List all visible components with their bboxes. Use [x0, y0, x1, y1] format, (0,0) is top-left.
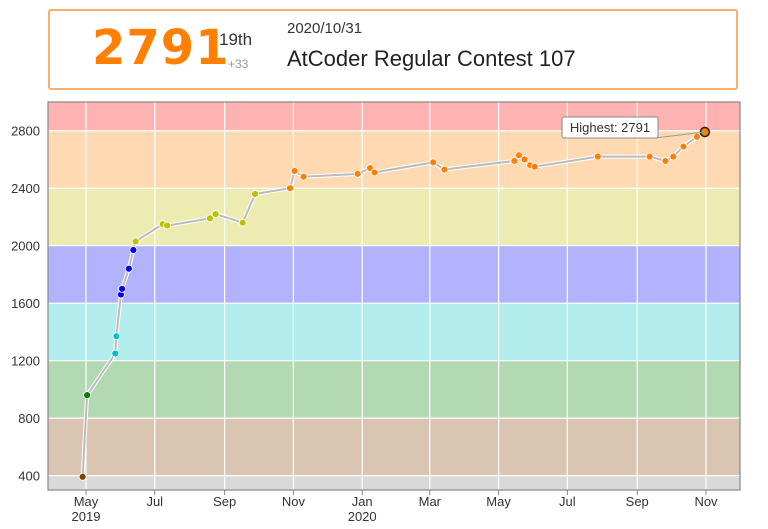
rating-point	[129, 246, 138, 254]
rating-point	[163, 221, 172, 230]
rating-point	[238, 218, 247, 227]
rating-point	[83, 391, 92, 400]
x-tick-label: Sep	[626, 494, 649, 509]
rating-point	[290, 167, 299, 175]
plot-frame	[47, 101, 741, 491]
contest-name[interactable]: AtCoder Regular Contest 107	[287, 46, 576, 71]
x-tick-year-label: 2019	[72, 509, 101, 524]
x-tick-label: Nov	[282, 494, 306, 509]
rating-point	[118, 284, 126, 293]
x-tick-year-label: 2020	[348, 509, 377, 524]
rating-band-4	[48, 245, 740, 304]
y-tick-label: 1600	[11, 296, 40, 311]
rating-point	[370, 168, 379, 177]
x-tick-label: May	[74, 494, 99, 509]
contest-date: 2020/10/31	[287, 20, 363, 37]
rating-band-1	[48, 418, 740, 476]
rating-point	[131, 237, 140, 246]
y-tick-label: 400	[18, 469, 40, 484]
rating-point	[111, 349, 120, 358]
x-tick-label: Mar	[419, 494, 442, 509]
x-tick-label: Nov	[694, 494, 718, 509]
rating-point	[645, 152, 654, 161]
rating-point	[440, 165, 449, 174]
x-tick-label: Sep	[213, 494, 236, 509]
rating-band-2	[48, 360, 740, 419]
rating-point	[211, 210, 220, 218]
rating-band-6	[48, 130, 740, 189]
rating-point	[206, 214, 214, 223]
rating-point	[669, 152, 678, 161]
rating-band-5	[48, 188, 740, 246]
y-tick-label: 800	[18, 411, 40, 426]
rating-point	[299, 172, 308, 181]
contest-summary-panel	[48, 9, 738, 90]
rating-point	[286, 184, 294, 193]
x-tick-label: Jan	[352, 494, 373, 509]
rating-point	[251, 190, 259, 198]
y-tick-label: 2400	[11, 181, 40, 196]
rating-point	[593, 152, 602, 161]
rating-value: 2791	[92, 20, 230, 76]
rating-point	[112, 332, 121, 341]
y-tick-label: 2000	[11, 239, 40, 254]
rating-point	[693, 132, 701, 141]
highest-callout-line	[654, 131, 705, 139]
highest-callout-label: Highest: 2791	[570, 120, 650, 135]
rating-diff: +33	[228, 57, 249, 71]
rating-band-3	[48, 303, 740, 361]
rating-point	[661, 157, 670, 165]
rating-point	[530, 162, 539, 171]
rating-point	[510, 157, 519, 165]
rating-point	[124, 264, 133, 273]
rating-point	[353, 169, 362, 178]
rating-band-0	[48, 475, 740, 490]
highest-callout-box	[561, 116, 659, 139]
x-tick-label: May	[486, 494, 511, 509]
rating-point	[679, 142, 688, 151]
y-tick-label: 2800	[11, 124, 40, 139]
x-tick-label: Jul	[146, 494, 163, 509]
rating-point	[520, 155, 529, 164]
rating-point	[514, 151, 523, 160]
rating-point	[78, 472, 87, 481]
x-tick-label: Jul	[559, 494, 576, 509]
y-tick-label: 1200	[11, 354, 40, 369]
rating-point	[429, 158, 438, 167]
rank-value: 19th	[219, 30, 253, 49]
